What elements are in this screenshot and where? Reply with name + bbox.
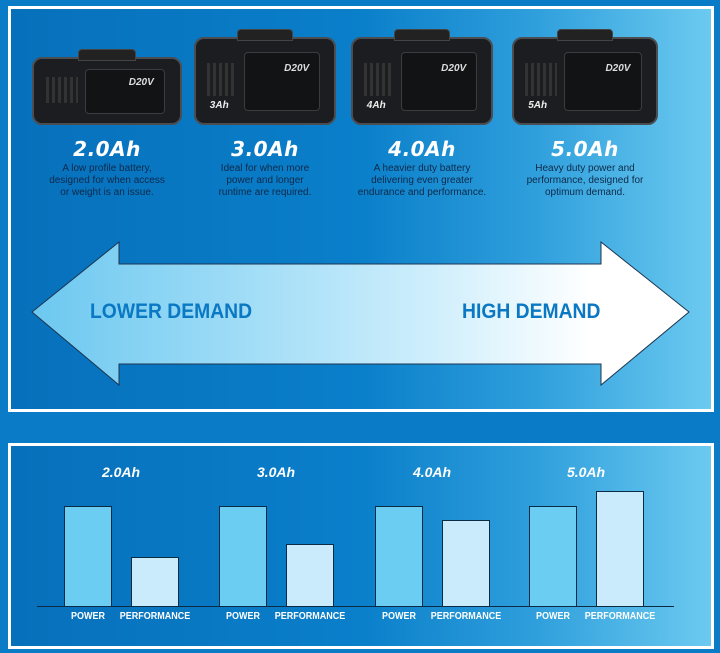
performance-bar [596, 491, 644, 606]
brand-logo: D20V [284, 62, 310, 74]
description-line: A low profile battery, [62, 163, 152, 174]
performance-bar [286, 544, 334, 606]
description-line: or weight is an issue. [60, 187, 154, 198]
description-line: delivering even greater [371, 175, 473, 186]
power-bar [219, 506, 267, 606]
capacity-badge: 3Ah [209, 100, 229, 112]
group-title: 3.0Ah [256, 464, 296, 480]
brand-logo: D20V [605, 62, 631, 74]
brand-logo: D20V [441, 62, 467, 74]
battery-card: D20V 2.0Ah A low profile battery, designe… [22, 49, 192, 199]
demand-arrow [31, 240, 690, 387]
battery-name: 5.0Ah [551, 137, 619, 161]
high-demand-label: HIGH DEMAND [462, 300, 601, 323]
group-title: 4.0Ah [412, 464, 452, 480]
lower-demand-label: LOWER DEMAND [90, 300, 253, 323]
brand-logo: D20V [128, 76, 154, 88]
description-line: performance, designed for [526, 175, 644, 186]
description-line: Ideal for when more [220, 163, 310, 174]
power-bar [375, 506, 423, 606]
battery-name: 3.0Ah [231, 137, 299, 161]
battery-card: D20V 5Ah 5.0Ah Heavy duty power and perfor… [500, 29, 670, 199]
capacity-badge: 5Ah [528, 100, 548, 112]
description-line: endurance and performance. [357, 187, 487, 198]
battery-image: D20V 3Ah [194, 29, 336, 125]
description-line: optimum demand. [544, 187, 626, 198]
group-title: 2.0Ah [101, 464, 141, 480]
power-bar [529, 506, 577, 606]
battery-name: 2.0Ah [73, 137, 141, 161]
power-label: POWER [535, 611, 571, 622]
chart-baseline [37, 606, 674, 607]
battery-image: D20V 5Ah [512, 29, 658, 125]
group-title: 5.0Ah [566, 464, 606, 480]
description-line: A heavier duty battery [373, 163, 471, 174]
battery-description: A low profile battery, designed for when … [22, 163, 192, 199]
power-bar [64, 506, 112, 606]
battery-description: Ideal for when more power and longer runti… [180, 163, 350, 199]
performance-bar [442, 520, 490, 606]
capacity-badge: 4Ah [366, 100, 386, 112]
performance-label: PERFORMANCE [119, 611, 191, 622]
description-line: designed for when access [49, 175, 165, 186]
battery-card: D20V 4Ah 4.0Ah A heavier duty battery deli… [337, 29, 507, 199]
battery-description: A heavier duty battery delivering even gr… [337, 163, 507, 199]
performance-label: PERFORMANCE [274, 611, 346, 622]
battery-image: D20V 4Ah [351, 29, 493, 125]
description-line: Heavy duty power and [535, 163, 635, 174]
performance-label: PERFORMANCE [584, 611, 656, 622]
performance-label: PERFORMANCE [430, 611, 502, 622]
description-line: power and longer [226, 175, 304, 186]
power-label: POWER [381, 611, 417, 622]
performance-bar [131, 557, 179, 606]
double-arrow-shape [31, 240, 690, 387]
power-label: POWER [70, 611, 106, 622]
battery-card: D20V 3Ah 3.0Ah Ideal for when more power a… [180, 29, 350, 199]
battery-image: D20V [32, 49, 182, 125]
description-line: runtime are required. [218, 187, 312, 198]
power-label: POWER [225, 611, 261, 622]
battery-description: Heavy duty power and performance, designe… [500, 163, 670, 199]
battery-name: 4.0Ah [388, 137, 456, 161]
